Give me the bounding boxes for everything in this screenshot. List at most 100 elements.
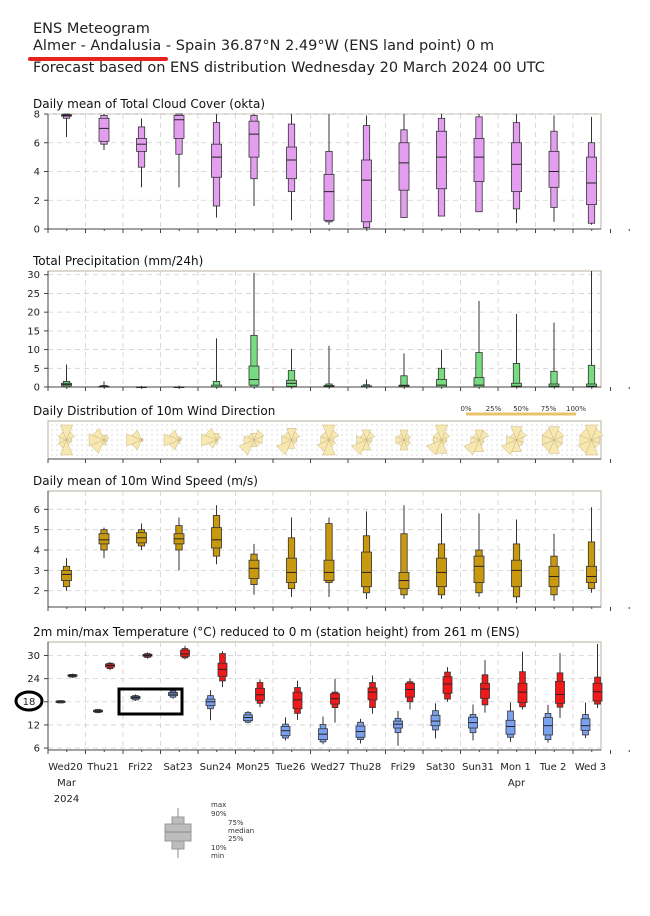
wind-dir-dot bbox=[351, 424, 353, 426]
wind-dir-dot bbox=[511, 454, 513, 456]
wind-dir-dot bbox=[466, 449, 468, 451]
wind-dir-dot bbox=[276, 434, 278, 436]
temp-min-box bbox=[543, 704, 553, 743]
precip-box-p25-p75 bbox=[473, 377, 485, 388]
wind-dir-dot bbox=[521, 429, 523, 431]
temp-max-box-p25-p75 bbox=[442, 676, 453, 694]
wind-dir-dot bbox=[471, 429, 473, 431]
wind-dir-dot bbox=[396, 434, 398, 436]
wind-dir-dot bbox=[411, 444, 413, 446]
temp-min-box bbox=[168, 689, 178, 699]
wind-dir-dot bbox=[566, 454, 568, 456]
cloud-box bbox=[323, 114, 335, 225]
wind-dir-dot bbox=[556, 424, 558, 426]
wind-dir-dot bbox=[456, 444, 458, 446]
wind-dir-dot bbox=[471, 454, 473, 456]
wind-dir-dot bbox=[291, 454, 293, 456]
wind-dir-dot bbox=[261, 454, 263, 456]
wind-dir-dot bbox=[106, 454, 108, 456]
wind-dir-dot bbox=[571, 429, 573, 431]
wind-dir-dot bbox=[376, 449, 378, 451]
temp-min-box bbox=[393, 711, 403, 746]
wind-dir-dot bbox=[161, 429, 163, 431]
wind-dir-title: Daily Distribution of 10m Wind Direction bbox=[33, 404, 275, 418]
temp-max-box bbox=[442, 667, 453, 702]
wind-dir-dot bbox=[386, 424, 388, 426]
wind-dir-dot bbox=[346, 454, 348, 456]
wind-dir-dot bbox=[571, 439, 573, 441]
wind-rose-sector bbox=[471, 432, 480, 441]
wind-dir-dot bbox=[211, 454, 213, 456]
wind-dir-dot bbox=[346, 424, 348, 426]
wind-dir-dot bbox=[311, 434, 313, 436]
wind-dir-dot bbox=[216, 424, 218, 426]
wind-dir-dot bbox=[206, 454, 208, 456]
wind-dir-dot bbox=[421, 429, 423, 431]
wind-dir-dot bbox=[161, 454, 163, 456]
wind-rose-sector bbox=[216, 434, 222, 441]
precip-box bbox=[136, 385, 147, 389]
wind-speed-title: Daily mean of 10m Wind Speed (m/s) bbox=[33, 474, 258, 488]
wind-dir-dot bbox=[86, 434, 88, 436]
wind-dir-dot bbox=[81, 454, 83, 456]
wind-dir-dot bbox=[516, 454, 518, 456]
wind-dir-dot bbox=[241, 454, 243, 456]
temp-max-box bbox=[67, 673, 78, 678]
wind-dir-dot bbox=[51, 429, 53, 431]
wind-dir-dot bbox=[466, 424, 468, 426]
wind-dir-dot bbox=[276, 454, 278, 456]
wind-dir-dot bbox=[116, 434, 118, 436]
wind-dir-dot bbox=[276, 449, 278, 451]
wind-dir-dot bbox=[456, 424, 458, 426]
precip-box bbox=[286, 348, 297, 388]
wind-dir-dot bbox=[521, 449, 523, 451]
wind-dir-dot bbox=[506, 454, 508, 456]
wind-dir-dot bbox=[391, 429, 393, 431]
wind-dir-dot bbox=[391, 424, 393, 426]
wind-speed-box bbox=[511, 519, 522, 603]
wind-dir-dot bbox=[231, 449, 233, 451]
wind-dir-dot bbox=[311, 439, 313, 441]
wind-dir-dot bbox=[266, 424, 268, 426]
legend-median: median bbox=[228, 827, 254, 835]
wind-dir-dot bbox=[181, 439, 183, 441]
wind-dir-dot bbox=[406, 454, 408, 456]
wind-dir-dot bbox=[426, 439, 428, 441]
wind-dir-dot bbox=[166, 429, 168, 431]
precip-frame bbox=[47, 270, 602, 388]
wind-dir-dot bbox=[446, 429, 448, 431]
wind-dir-dot bbox=[531, 439, 533, 441]
wind-dir-dot bbox=[526, 439, 528, 441]
wind-dir-dot bbox=[566, 434, 568, 436]
wind-dir-dot bbox=[351, 444, 353, 446]
wind-dir-dot bbox=[206, 444, 208, 446]
wind-dir-dot bbox=[141, 424, 143, 426]
wind-dir-dot bbox=[486, 424, 488, 426]
wind-dir-dot bbox=[126, 449, 128, 451]
wind-dir-dot bbox=[191, 424, 193, 426]
wind-dir-dot bbox=[461, 434, 463, 436]
temp-max-box-p25-p75 bbox=[480, 682, 490, 699]
wind-speed-ytick-label: 5 bbox=[34, 525, 40, 536]
wind-dir-dot bbox=[121, 434, 123, 436]
wind-dir-dot bbox=[596, 449, 598, 451]
day-label: Fri29 bbox=[391, 762, 416, 773]
wind-dir-dot bbox=[171, 429, 173, 431]
wind-dir-dot bbox=[196, 454, 198, 456]
wind-dir-dot bbox=[321, 454, 323, 456]
wind-dir-dot bbox=[391, 449, 393, 451]
temp-max-box bbox=[105, 662, 115, 671]
wind-dir-dot bbox=[291, 449, 293, 451]
precip-box bbox=[98, 381, 110, 388]
wind-dir-dot bbox=[541, 424, 543, 426]
cloud-box bbox=[98, 114, 110, 150]
wind-rose-sector bbox=[541, 427, 555, 441]
wind-dir-dot bbox=[111, 444, 113, 446]
wind-dir-dot bbox=[236, 434, 238, 436]
wind-dir-dot bbox=[471, 434, 473, 436]
wind-dir-dot bbox=[351, 439, 353, 441]
wind-speed-box bbox=[548, 533, 560, 601]
wind-rose-sector bbox=[320, 431, 330, 441]
wind-dir-dot bbox=[231, 444, 233, 446]
precip-ytick-label: 10 bbox=[27, 345, 40, 356]
